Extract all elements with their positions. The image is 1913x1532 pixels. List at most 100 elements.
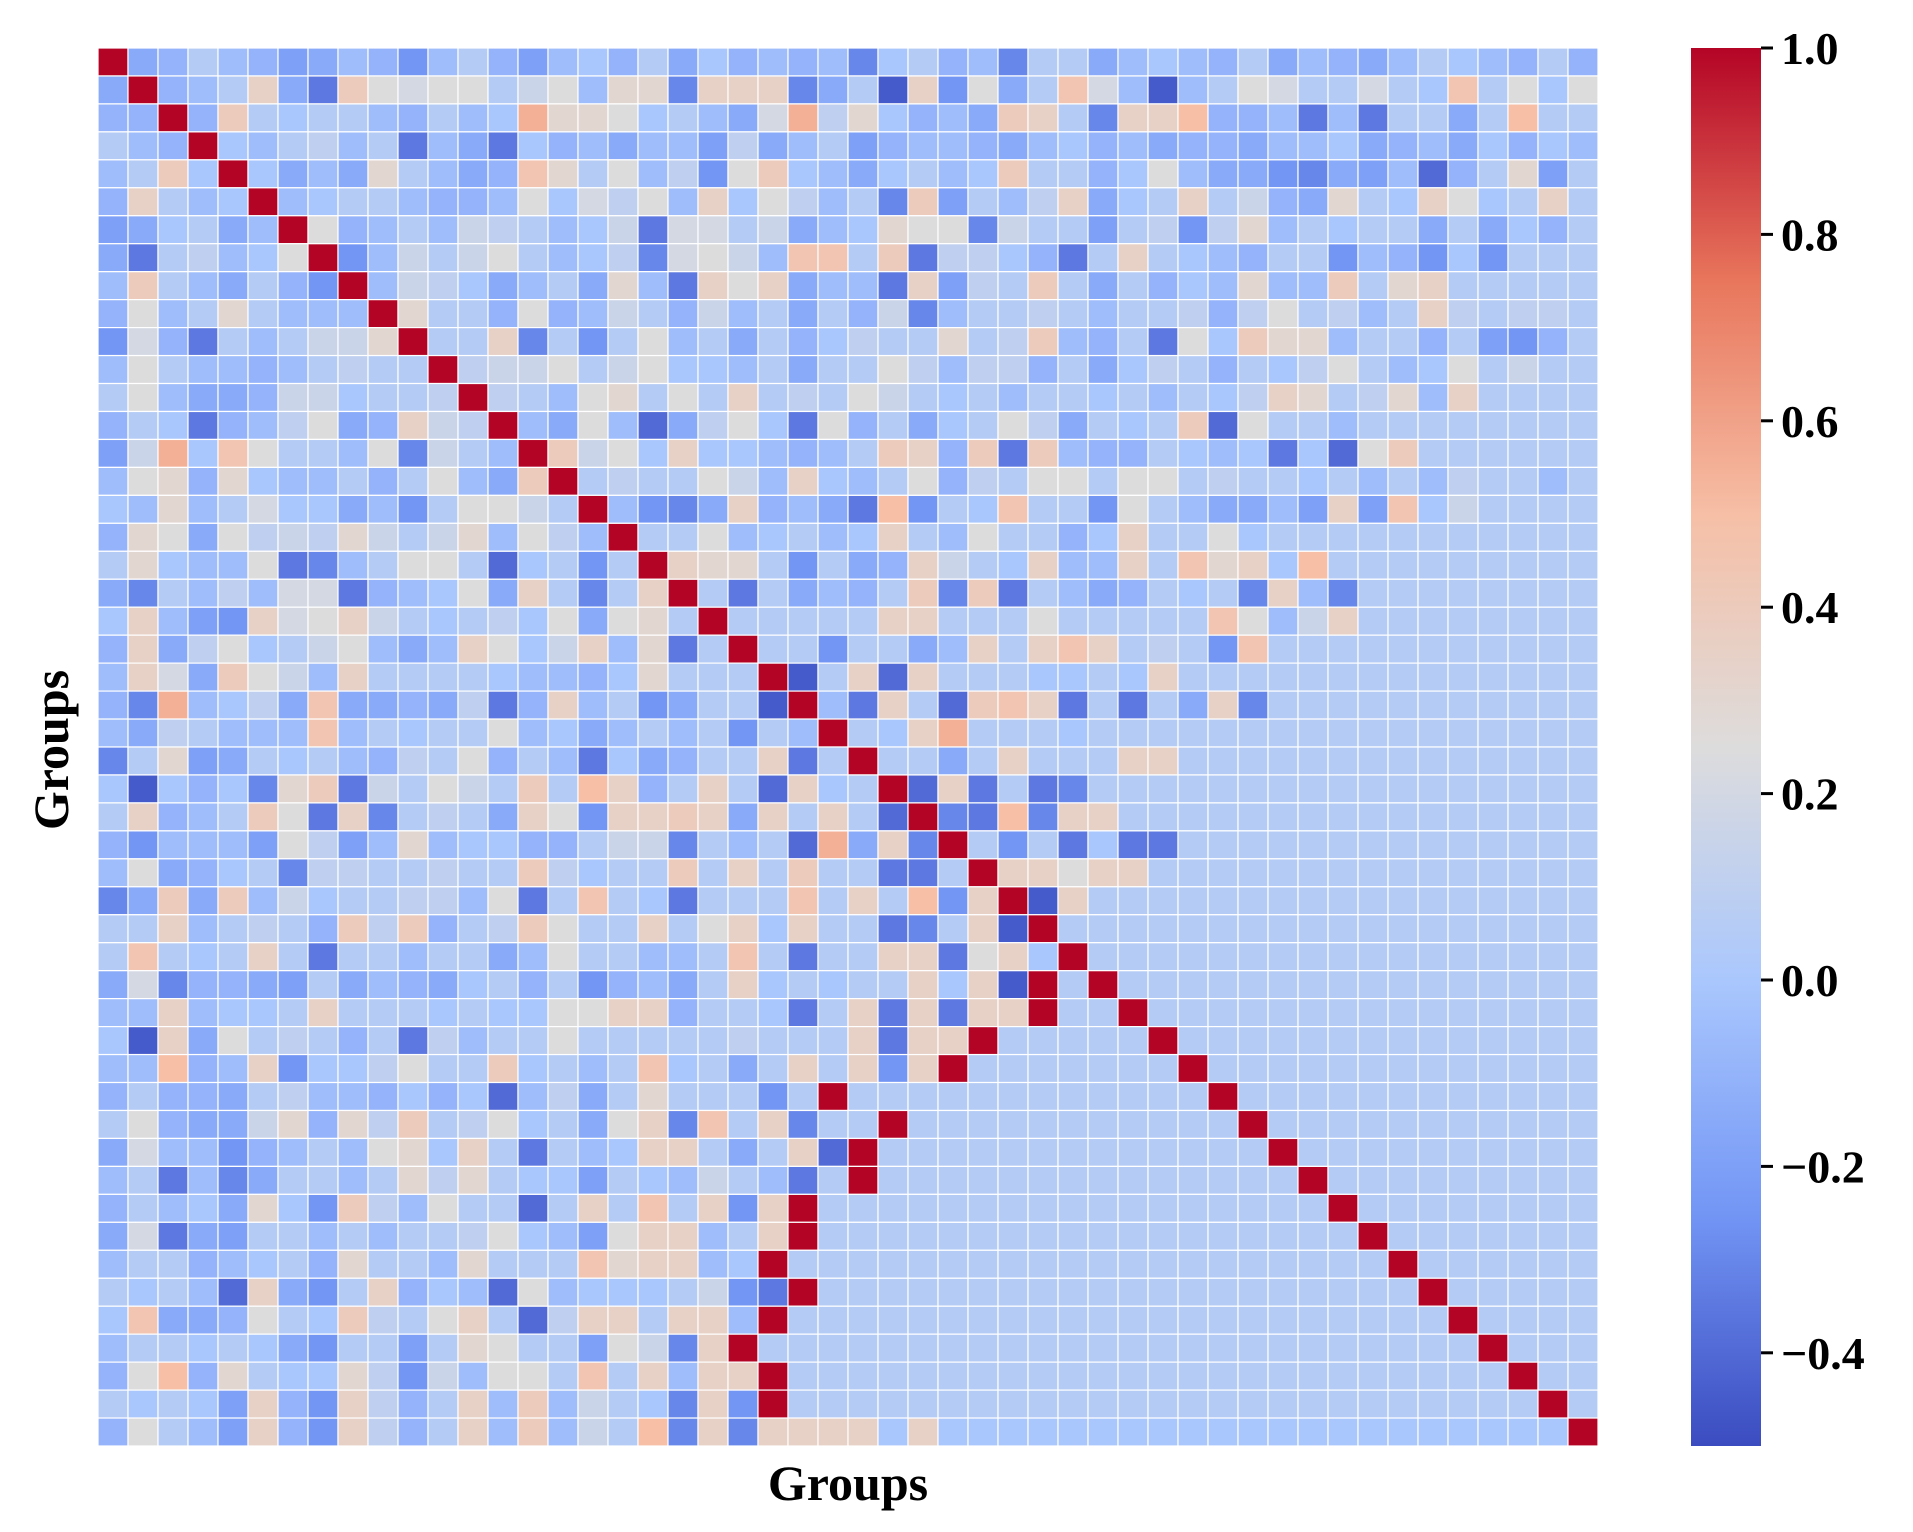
heatmap-cell <box>247 354 279 385</box>
heatmap-cell <box>1297 1193 1329 1223</box>
heatmap-cell <box>217 550 249 580</box>
heatmap-cell <box>847 438 879 469</box>
heatmap-cell <box>187 1221 219 1251</box>
heatmap-cell <box>697 914 729 944</box>
heatmap-cell <box>487 1081 519 1112</box>
heatmap-cell <box>187 662 219 692</box>
heatmap-cell <box>1327 522 1359 552</box>
heatmap-cell <box>967 1333 999 1363</box>
heatmap-cell <box>1087 1305 1119 1335</box>
heatmap-cell <box>637 1249 669 1279</box>
heatmap-cell <box>637 159 669 189</box>
heatmap-cell <box>97 47 129 77</box>
heatmap-cell <box>1537 75 1569 105</box>
heatmap-cell <box>1027 466 1059 496</box>
heatmap-cell <box>1387 187 1419 217</box>
heatmap-cell <box>397 942 429 972</box>
heatmap-cell <box>1267 830 1299 860</box>
heatmap-cell <box>1207 47 1239 77</box>
heatmap-cell <box>787 1025 819 1056</box>
heatmap-cell <box>817 1305 849 1335</box>
heatmap-cell <box>1267 1081 1299 1112</box>
heatmap-cell <box>547 802 579 832</box>
heatmap-cell <box>1207 410 1239 441</box>
heatmap-cell <box>1447 522 1479 552</box>
heatmap-cell <box>157 802 189 832</box>
heatmap-cell <box>997 466 1029 496</box>
heatmap-cell <box>787 830 819 860</box>
heatmap-cell <box>217 1249 249 1279</box>
heatmap-cell <box>667 914 699 944</box>
heatmap-cell <box>637 47 669 77</box>
heatmap-cell <box>937 1389 969 1419</box>
heatmap-cell <box>307 1221 339 1251</box>
heatmap-cell <box>547 410 579 441</box>
heatmap-cell <box>127 271 159 301</box>
heatmap-cell <box>307 634 339 664</box>
heatmap-cell <box>217 1389 249 1419</box>
heatmap-cell <box>217 1081 249 1112</box>
heatmap-cell <box>757 1221 789 1251</box>
heatmap-cell <box>1357 914 1389 944</box>
heatmap-cell <box>1417 662 1449 692</box>
heatmap-cell <box>637 466 669 496</box>
heatmap-cell <box>1297 187 1329 217</box>
heatmap-cell <box>127 1109 159 1140</box>
heatmap-cell <box>397 354 429 385</box>
heatmap-cell <box>457 131 489 161</box>
heatmap-cell <box>817 1081 849 1112</box>
heatmap-cell <box>787 187 819 217</box>
heatmap-cell <box>937 299 969 329</box>
heatmap-cell <box>577 718 609 748</box>
heatmap-cell <box>1537 1305 1569 1335</box>
heatmap-cell <box>697 830 729 860</box>
heatmap-cell <box>1117 159 1149 189</box>
heatmap-cell <box>817 1165 849 1195</box>
heatmap-cell <box>1057 1165 1089 1195</box>
heatmap-cell <box>1357 1109 1389 1140</box>
heatmap-cell <box>757 718 789 748</box>
heatmap-cell <box>1447 327 1479 357</box>
heatmap-cell <box>427 103 459 133</box>
heatmap-cell <box>667 299 699 329</box>
heatmap-cell <box>247 774 279 804</box>
heatmap-cell <box>1327 802 1359 832</box>
heatmap-cell <box>607 690 639 720</box>
heatmap-cell <box>667 1389 699 1419</box>
heatmap-cell <box>337 662 369 692</box>
heatmap-cell <box>1567 271 1599 301</box>
heatmap-cell <box>787 410 819 441</box>
heatmap-cell <box>487 718 519 748</box>
heatmap-cell <box>427 243 459 273</box>
heatmap-cell <box>1507 382 1539 413</box>
heatmap-cell <box>1177 774 1209 804</box>
heatmap-cell <box>517 690 549 720</box>
heatmap-cell <box>367 858 399 888</box>
heatmap-cell <box>1447 159 1479 189</box>
heatmap-cell <box>397 690 429 720</box>
heatmap-cell <box>487 1389 519 1419</box>
heatmap-cell <box>217 494 249 524</box>
heatmap-cell <box>727 998 759 1028</box>
heatmap-cell <box>757 634 789 664</box>
heatmap-cell <box>1477 466 1509 496</box>
heatmap-cell <box>547 550 579 580</box>
heatmap-cell <box>1057 299 1089 329</box>
heatmap-cell <box>1417 271 1449 301</box>
heatmap-cell <box>1147 215 1179 245</box>
heatmap-cell <box>727 1109 759 1140</box>
heatmap-cell <box>637 802 669 832</box>
heatmap-cell <box>157 858 189 888</box>
heatmap-cell <box>337 47 369 77</box>
heatmap-cell <box>1147 382 1179 413</box>
heatmap-cell <box>547 858 579 888</box>
heatmap-cell <box>217 187 249 217</box>
heatmap-cell <box>97 327 129 357</box>
heatmap-cell <box>427 1193 459 1223</box>
heatmap-cell <box>547 914 579 944</box>
heatmap-cell <box>757 1165 789 1195</box>
heatmap-cell <box>1237 1361 1269 1391</box>
heatmap-cell <box>427 522 459 552</box>
heatmap-cell <box>937 382 969 413</box>
heatmap-cell <box>457 1025 489 1056</box>
